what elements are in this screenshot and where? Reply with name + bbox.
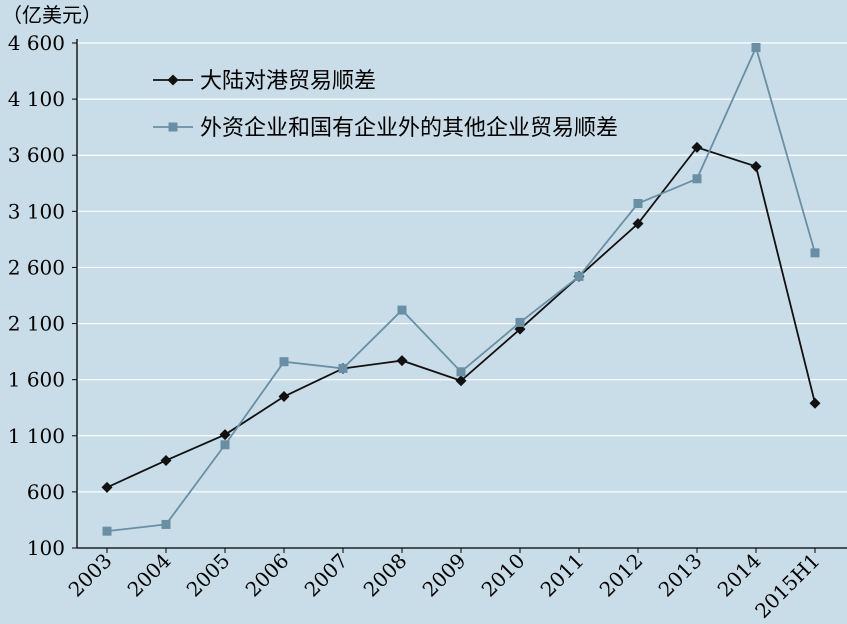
data-point <box>160 454 172 466</box>
data-point <box>397 305 407 315</box>
axes <box>72 39 847 553</box>
x-tick-label: 2006 <box>241 549 294 602</box>
data-point <box>279 357 289 367</box>
data-point <box>396 355 408 367</box>
data-point <box>809 397 821 409</box>
data-point <box>691 141 703 153</box>
y-tick-label: 4 600 <box>8 31 65 55</box>
x-tick-label: 2003 <box>64 549 117 602</box>
x-tick-label: 2013 <box>654 549 707 602</box>
data-point <box>101 481 113 493</box>
y-tick-label: 2 100 <box>8 312 65 336</box>
data-point <box>168 122 178 132</box>
series-line <box>106 146 816 489</box>
data-point <box>167 74 179 86</box>
x-tick-label: 2010 <box>477 549 530 602</box>
data-point <box>455 375 467 387</box>
y-tick-label: 3 100 <box>8 199 65 223</box>
x-tick-label: 2009 <box>418 549 471 602</box>
data-point <box>102 526 112 536</box>
x-tick-label: 2011 <box>536 549 589 602</box>
y-tick-label: 2 600 <box>8 255 65 279</box>
series-1 <box>101 141 821 493</box>
y-tick-labels: 100 600 1 100 1 600 2 100 2 600 3 100 3 600 4 10… <box>8 31 65 560</box>
legend-item: 外资企业和国有企业外的其他企业贸易顺差 <box>153 116 618 141</box>
x-tick-label: 2004 <box>123 549 176 602</box>
legend-label: 外资企业和国有企业外的其他企业贸易顺差 <box>200 116 618 141</box>
data-point <box>219 429 231 441</box>
y-tick-label: 600 <box>27 480 65 504</box>
data-point <box>338 363 348 373</box>
series-layer <box>101 42 821 536</box>
data-point <box>574 271 584 281</box>
data-point <box>515 317 525 327</box>
series-2 <box>102 42 820 536</box>
y-tick-label: 3 600 <box>8 143 65 167</box>
y-tick-label: 100 <box>27 536 65 560</box>
x-tick-labels: 2003 2004 2005 2006 2007 2008 2009 2010 2011 2012… <box>64 549 825 623</box>
x-tick-label: 2014 <box>713 549 766 602</box>
legend-label: 大陆对港贸易顺差 <box>200 69 376 94</box>
data-point <box>632 218 644 230</box>
data-point <box>161 519 171 529</box>
data-point <box>456 367 466 377</box>
data-point <box>751 42 761 52</box>
x-tick-label: 2015H1 <box>750 549 824 623</box>
y-tick-label: 4 100 <box>8 87 65 111</box>
data-point <box>220 440 230 450</box>
data-point <box>692 174 702 184</box>
data-point <box>278 391 290 402</box>
y-tick-label: 1 600 <box>8 368 65 392</box>
y-tick-label: 1 100 <box>8 424 65 448</box>
data-point <box>750 160 762 172</box>
legend-item: 大陆对港贸易顺差 <box>153 69 376 94</box>
x-tick-label: 2005 <box>182 549 235 602</box>
grid-lines <box>77 42 847 493</box>
x-tick-label: 2008 <box>359 549 412 602</box>
data-point <box>810 248 820 258</box>
x-tick-label: 2012 <box>595 549 648 602</box>
unit-label: （亿美元） <box>2 3 102 27</box>
x-tick-label: 2007 <box>300 549 353 602</box>
data-point <box>633 198 643 208</box>
